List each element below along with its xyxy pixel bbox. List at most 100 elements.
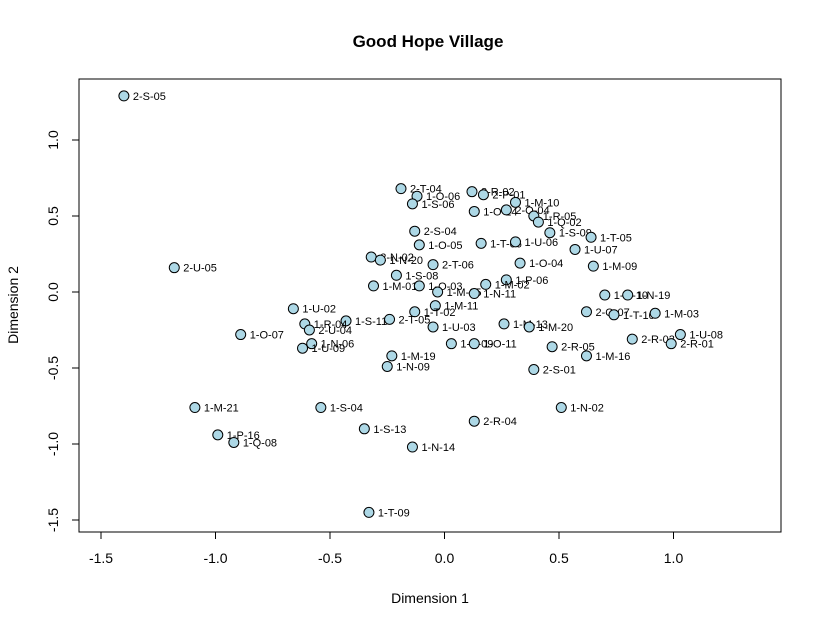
data-point bbox=[665, 338, 677, 350]
data-point bbox=[622, 289, 634, 301]
data-point bbox=[374, 254, 386, 266]
point-label: 1-T-02 bbox=[424, 307, 456, 319]
data-point bbox=[395, 183, 407, 195]
data-point bbox=[303, 324, 315, 336]
point-label: 1-O-14 bbox=[483, 206, 517, 218]
data-point bbox=[365, 251, 377, 263]
data-point bbox=[358, 423, 370, 435]
point-label: 1-S-13 bbox=[373, 424, 406, 436]
x-tick-label: -1.5 bbox=[89, 550, 113, 566]
point-label: 1-S-04 bbox=[330, 403, 363, 415]
point-label: 1-U-08 bbox=[689, 330, 723, 342]
point-label: 1-R-04 bbox=[314, 319, 348, 331]
point-label: 1-M-21 bbox=[204, 403, 239, 415]
point-label: 2-R-01 bbox=[680, 339, 714, 351]
x-axis: -1.5 -1.0 -0.5 0.0 0.5 1.0 bbox=[89, 531, 684, 566]
point-label: 1-U-09 bbox=[312, 343, 346, 355]
point-label: 1-N-02 bbox=[570, 403, 604, 415]
data-point bbox=[306, 338, 318, 350]
data-point bbox=[235, 329, 247, 341]
data-point bbox=[544, 227, 556, 239]
data-point bbox=[189, 402, 201, 414]
chart-title: Good Hope Village bbox=[353, 32, 504, 51]
data-point bbox=[626, 333, 638, 345]
point-label: 1-Q-02 bbox=[547, 217, 581, 229]
data-point bbox=[555, 402, 567, 414]
point-label: 1-M-11 bbox=[444, 301, 478, 313]
point-label: 1-M-01 bbox=[383, 281, 418, 293]
point-label: 1-T-05 bbox=[600, 232, 632, 244]
point-label: 1-S-06 bbox=[421, 199, 454, 211]
data-point bbox=[649, 307, 661, 319]
point-label: 2-S-05 bbox=[133, 91, 166, 103]
point-label: 1-M-10 bbox=[524, 197, 559, 209]
data-point bbox=[413, 280, 425, 292]
point-label: 2-P-01 bbox=[492, 190, 525, 202]
data-points: 2-S-052-T-041-O-06 2-R-022-P-011-S-06 1-M-… bbox=[118, 90, 723, 519]
data-point bbox=[429, 300, 441, 312]
point-label: 2-U-05 bbox=[183, 263, 217, 275]
point-label: 1-U-07 bbox=[584, 244, 618, 256]
y-axis-title: Dimension 2 bbox=[5, 266, 21, 344]
y-tick-label: -1.5 bbox=[45, 508, 61, 532]
data-point bbox=[427, 259, 439, 271]
data-point bbox=[585, 231, 597, 243]
point-label: 2-S-01 bbox=[543, 365, 576, 377]
point-label: 1-N-09 bbox=[396, 361, 430, 373]
x-tick-label: 1.0 bbox=[664, 550, 684, 566]
data-point bbox=[384, 313, 396, 325]
x-axis-title: Dimension 1 bbox=[391, 590, 469, 606]
point-label: 1-N-06 bbox=[321, 339, 355, 351]
data-point bbox=[468, 288, 480, 300]
data-point bbox=[475, 237, 487, 249]
data-point bbox=[500, 274, 512, 286]
data-point bbox=[532, 216, 544, 228]
data-point bbox=[406, 198, 418, 210]
point-label: 1-O-05 bbox=[428, 240, 462, 252]
y-tick-label: -1.0 bbox=[45, 432, 61, 456]
point-label: 1-Q-08 bbox=[243, 437, 277, 449]
data-point bbox=[608, 309, 620, 321]
data-point bbox=[340, 315, 352, 327]
data-point bbox=[580, 350, 592, 362]
point-label: 1-S-11 bbox=[355, 316, 387, 328]
data-point bbox=[546, 341, 558, 353]
point-label: 2-R-02 bbox=[481, 187, 515, 199]
point-label: 1-M-20 bbox=[538, 322, 573, 334]
y-tick-label: 0.0 bbox=[45, 282, 61, 302]
point-label: 1-O-07 bbox=[250, 330, 284, 342]
data-point bbox=[674, 329, 686, 341]
data-point bbox=[528, 364, 540, 376]
point-label: 1-U-03 bbox=[442, 322, 476, 334]
data-point bbox=[228, 436, 240, 448]
data-point bbox=[287, 303, 299, 315]
point-label: 2-S-04 bbox=[424, 226, 457, 238]
point-label: 1-N-14 bbox=[421, 442, 455, 454]
data-point bbox=[363, 506, 375, 518]
point-label: 2-T-05 bbox=[399, 314, 431, 326]
point-label: 2-N-02 bbox=[380, 252, 414, 264]
point-label: 1-U-02 bbox=[302, 304, 336, 316]
data-point bbox=[413, 239, 425, 251]
point-label: 2-T-06 bbox=[442, 260, 474, 272]
data-point bbox=[569, 243, 581, 255]
data-point bbox=[580, 306, 592, 318]
data-point bbox=[409, 225, 421, 237]
x-tick-label: 0.0 bbox=[435, 550, 455, 566]
data-point bbox=[587, 260, 599, 272]
data-point bbox=[118, 90, 130, 102]
point-label: 2-U-04 bbox=[318, 325, 352, 337]
data-point bbox=[406, 441, 418, 453]
point-label: 1-S-08 bbox=[405, 270, 438, 282]
point-label: 1-O-04 bbox=[529, 258, 563, 270]
data-point bbox=[468, 205, 480, 217]
data-point bbox=[432, 286, 444, 298]
x-tick-label: -1.0 bbox=[203, 550, 227, 566]
point-label: 1-T-10 bbox=[623, 310, 655, 322]
data-point bbox=[212, 429, 224, 441]
point-label: 1-R-05 bbox=[543, 211, 577, 223]
data-point bbox=[477, 189, 489, 201]
data-point bbox=[381, 360, 393, 372]
data-point bbox=[468, 415, 480, 427]
